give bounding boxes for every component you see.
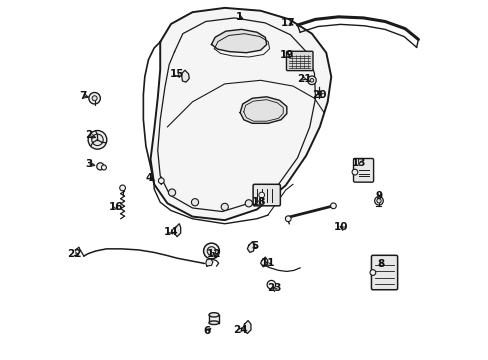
Circle shape	[207, 247, 215, 255]
Circle shape	[244, 200, 252, 207]
Text: 20: 20	[312, 90, 326, 100]
Circle shape	[369, 270, 375, 275]
Polygon shape	[244, 320, 250, 333]
Circle shape	[89, 93, 100, 104]
Text: 17: 17	[281, 18, 295, 28]
Circle shape	[330, 203, 336, 209]
Text: 3: 3	[85, 159, 92, 169]
Text: 21: 21	[297, 74, 311, 84]
Circle shape	[191, 199, 198, 206]
Text: 9: 9	[375, 191, 382, 201]
Circle shape	[88, 131, 106, 149]
Text: 6: 6	[203, 326, 210, 336]
Circle shape	[307, 76, 316, 85]
Polygon shape	[150, 8, 330, 220]
Circle shape	[158, 178, 164, 184]
Ellipse shape	[208, 313, 219, 317]
Text: 13: 13	[351, 158, 366, 168]
Bar	[208, 312, 219, 323]
Polygon shape	[247, 242, 254, 252]
Text: 5: 5	[251, 241, 258, 251]
Text: 2: 2	[85, 130, 92, 140]
Circle shape	[351, 169, 357, 175]
Circle shape	[285, 216, 290, 222]
FancyBboxPatch shape	[353, 158, 373, 182]
Polygon shape	[211, 30, 266, 53]
Text: 18: 18	[251, 197, 265, 207]
Circle shape	[92, 134, 103, 145]
Text: 10: 10	[333, 222, 348, 232]
FancyBboxPatch shape	[286, 51, 312, 71]
Circle shape	[92, 96, 97, 101]
Polygon shape	[205, 259, 212, 266]
Circle shape	[97, 163, 104, 170]
Text: 8: 8	[377, 259, 385, 269]
Text: 12: 12	[206, 248, 221, 258]
Circle shape	[374, 197, 383, 205]
Circle shape	[376, 199, 380, 203]
Circle shape	[120, 185, 125, 191]
Text: 11: 11	[260, 258, 274, 268]
Text: 23: 23	[266, 283, 281, 293]
Polygon shape	[260, 257, 267, 267]
Circle shape	[221, 203, 228, 211]
Text: 4: 4	[145, 173, 153, 183]
Circle shape	[168, 189, 175, 196]
Text: 7: 7	[79, 91, 87, 101]
Ellipse shape	[208, 321, 219, 324]
Circle shape	[258, 192, 264, 198]
Text: 14: 14	[163, 227, 178, 237]
Polygon shape	[174, 224, 180, 237]
Text: 24: 24	[232, 325, 247, 335]
Polygon shape	[181, 70, 189, 82]
Text: 22: 22	[67, 248, 81, 258]
Text: 15: 15	[169, 69, 184, 79]
Text: 16: 16	[109, 202, 123, 212]
Polygon shape	[240, 97, 286, 123]
FancyBboxPatch shape	[253, 184, 280, 206]
Circle shape	[203, 243, 219, 259]
Text: 19: 19	[279, 50, 293, 60]
Circle shape	[309, 78, 313, 82]
FancyBboxPatch shape	[371, 255, 397, 290]
Circle shape	[101, 165, 106, 170]
Circle shape	[266, 280, 275, 289]
Text: 1: 1	[235, 12, 242, 22]
